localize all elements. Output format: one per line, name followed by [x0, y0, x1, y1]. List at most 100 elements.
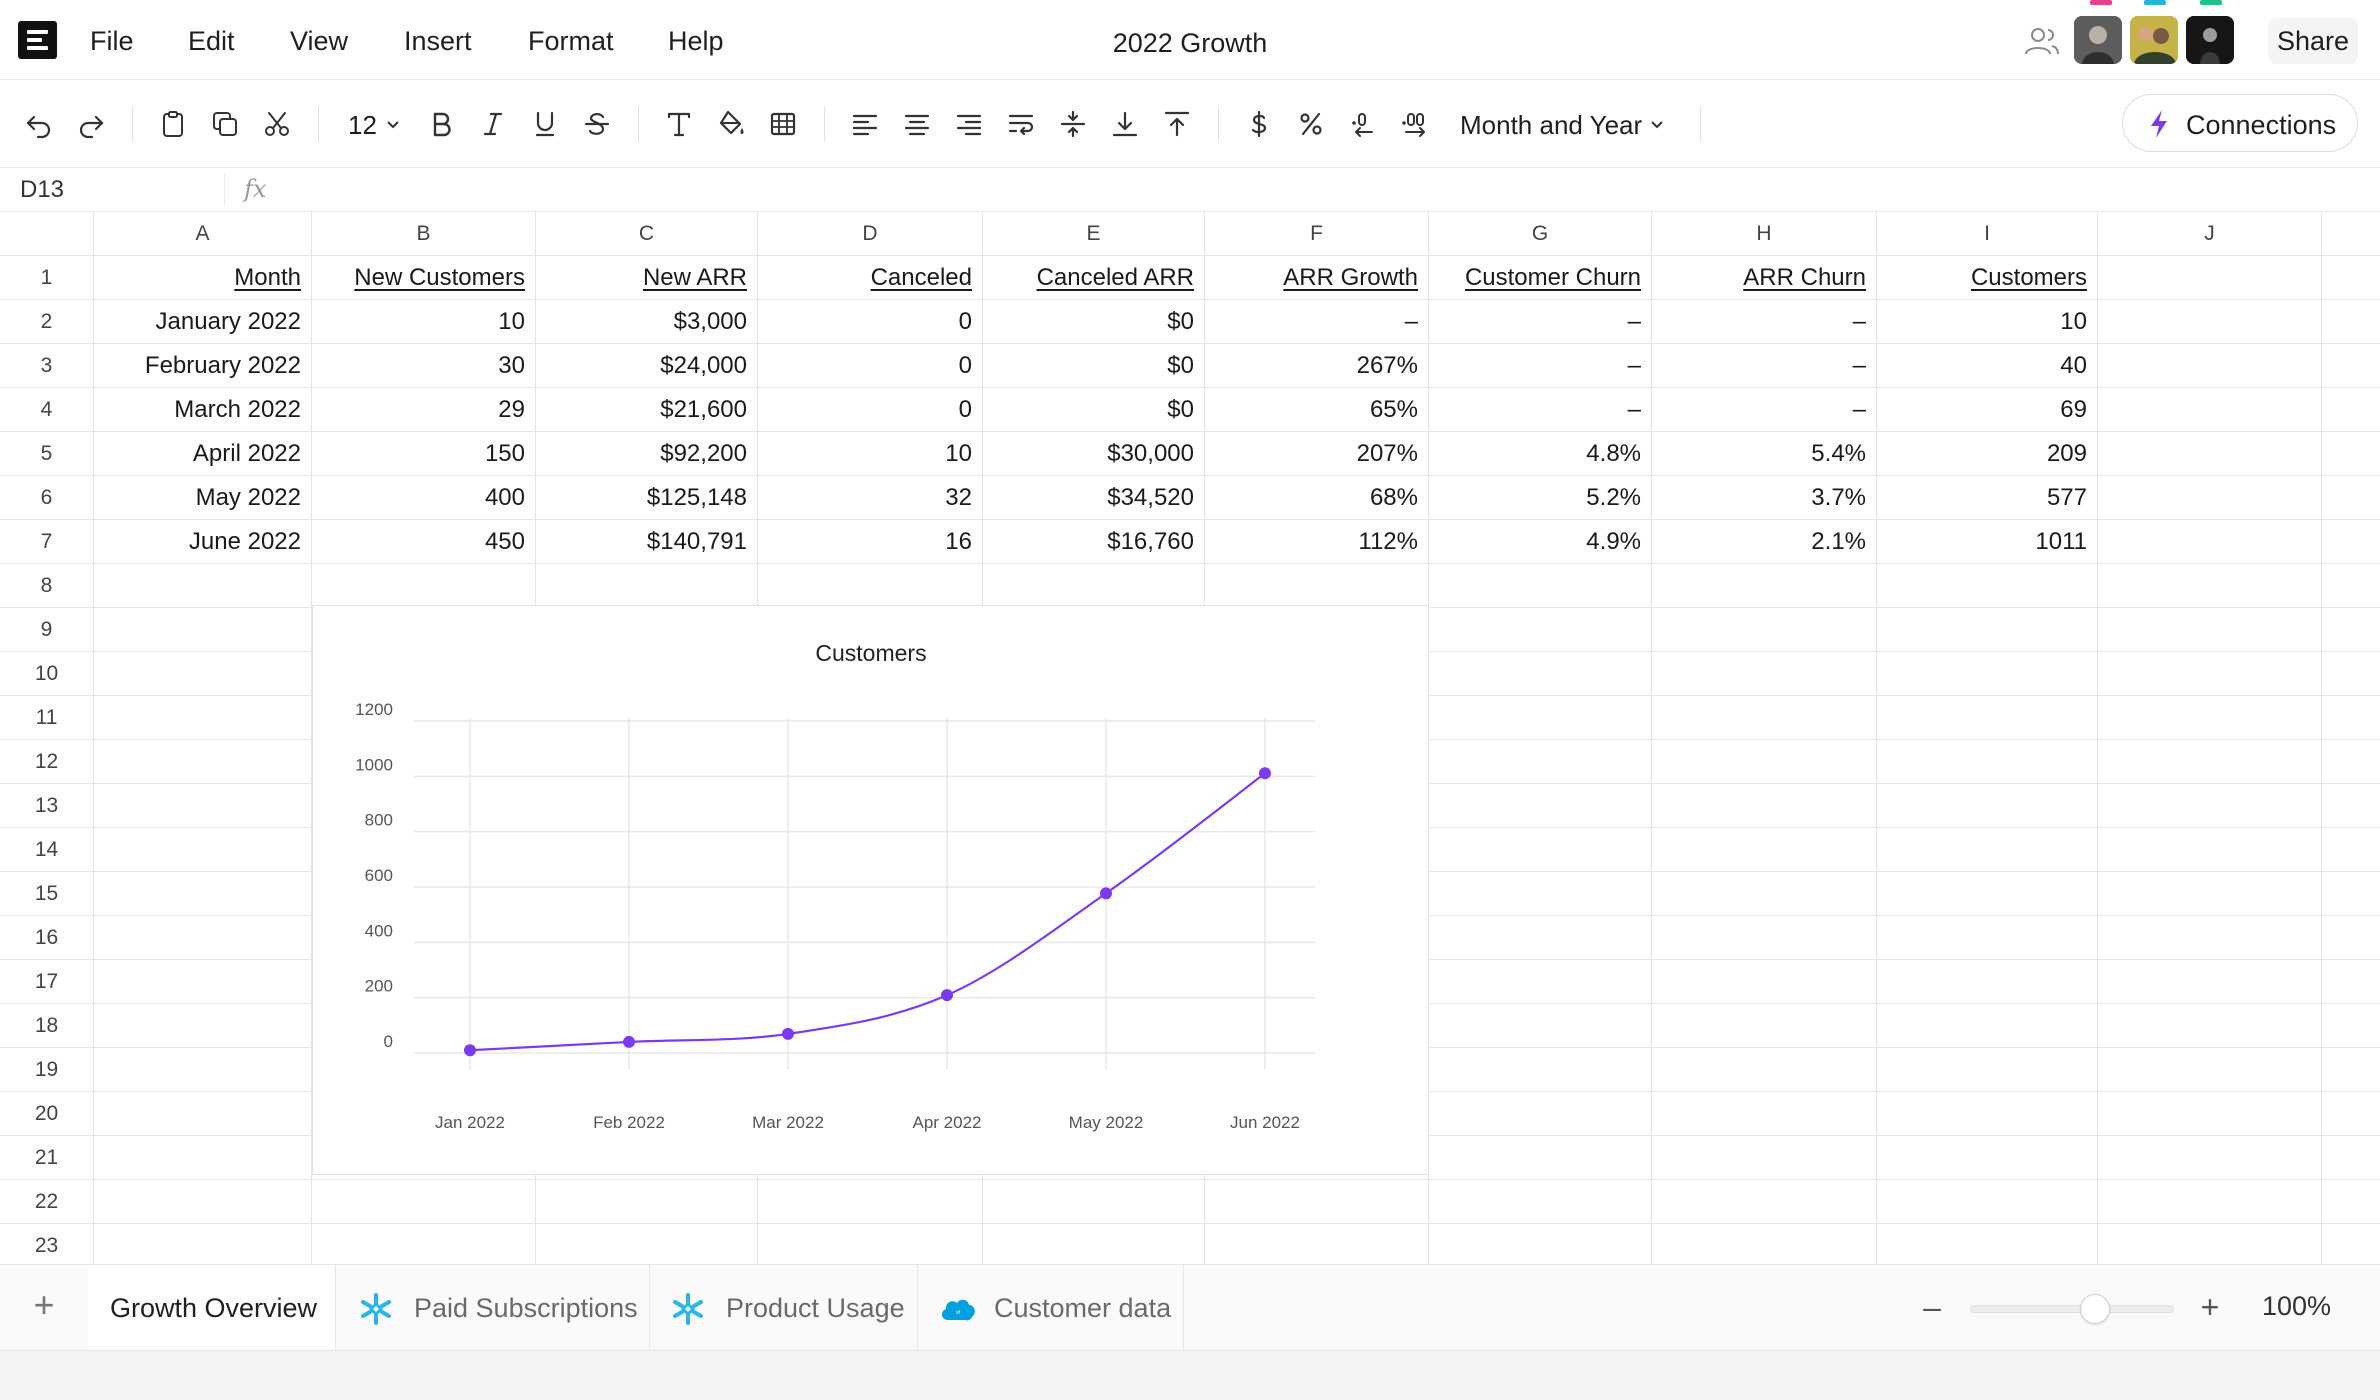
cell[interactable]: 0: [758, 344, 983, 388]
avatar[interactable]: [2074, 16, 2122, 64]
cell[interactable]: [1652, 784, 1877, 828]
column-header[interactable]: H: [1652, 212, 1877, 256]
column-header[interactable]: C: [536, 212, 758, 256]
cell[interactable]: [2098, 828, 2322, 872]
wrap-text-icon[interactable]: [1002, 105, 1040, 143]
cell[interactable]: [536, 564, 758, 608]
cell[interactable]: [2322, 1092, 2380, 1136]
cell[interactable]: –: [1205, 300, 1429, 344]
cell[interactable]: [983, 564, 1205, 608]
cell[interactable]: 5.4%: [1652, 432, 1877, 476]
row-header[interactable]: 17: [0, 960, 94, 1004]
cell[interactable]: $0: [983, 344, 1205, 388]
cell[interactable]: [312, 564, 536, 608]
connections-button[interactable]: Connections: [2122, 94, 2358, 152]
cell[interactable]: [1652, 828, 1877, 872]
cell[interactable]: [2322, 520, 2380, 564]
cell[interactable]: [1429, 960, 1652, 1004]
decrease-decimal-icon[interactable]: [1344, 105, 1382, 143]
cell[interactable]: [2098, 520, 2322, 564]
row-header[interactable]: 5: [0, 432, 94, 476]
cell[interactable]: [1877, 696, 2098, 740]
select-all-corner[interactable]: [0, 212, 94, 256]
cell[interactable]: [2098, 476, 2322, 520]
cell[interactable]: 400: [312, 476, 536, 520]
align-right-icon[interactable]: [950, 105, 988, 143]
cell[interactable]: [2098, 1048, 2322, 1092]
formula-input[interactable]: [290, 172, 2360, 208]
document-title[interactable]: 2022 Growth: [1112, 28, 1268, 58]
tab-product-usage[interactable]: Product Usage: [650, 1265, 918, 1351]
cell[interactable]: $125,148: [536, 476, 758, 520]
cell-reference[interactable]: D13: [20, 176, 65, 203]
cell[interactable]: 1011: [1877, 520, 2098, 564]
row-header[interactable]: 19: [0, 1048, 94, 1092]
redo-icon[interactable]: [72, 105, 110, 143]
cell[interactable]: [94, 916, 312, 960]
cell[interactable]: [1429, 1136, 1652, 1180]
column-title-cell[interactable]: Canceled: [758, 256, 983, 300]
cell[interactable]: [1205, 1180, 1429, 1224]
bold-icon[interactable]: [422, 105, 460, 143]
column-title-cell[interactable]: Customer Churn: [1429, 256, 1652, 300]
cell[interactable]: [2322, 344, 2380, 388]
cell[interactable]: [2098, 608, 2322, 652]
cell[interactable]: 68%: [1205, 476, 1429, 520]
row-header[interactable]: 1: [0, 256, 94, 300]
cell[interactable]: [2322, 1048, 2380, 1092]
cell[interactable]: [2322, 432, 2380, 476]
cell[interactable]: [1877, 784, 2098, 828]
cell[interactable]: January 2022: [94, 300, 312, 344]
underline-icon[interactable]: [526, 105, 564, 143]
cell[interactable]: [312, 1180, 536, 1224]
cell[interactable]: [1429, 784, 1652, 828]
cell[interactable]: [1429, 608, 1652, 652]
chevron-down-icon[interactable]: [1650, 120, 1664, 130]
column-header[interactable]: A: [94, 212, 312, 256]
column-header[interactable]: I: [1877, 212, 2098, 256]
menu-edit[interactable]: Edit: [188, 26, 235, 56]
cell[interactable]: [1877, 1224, 2098, 1264]
cell[interactable]: [758, 1180, 983, 1224]
cell[interactable]: [1652, 1048, 1877, 1092]
cell[interactable]: –: [1652, 388, 1877, 432]
cell[interactable]: 0: [758, 388, 983, 432]
tab-paid-subscriptions[interactable]: Paid Subscriptions: [336, 1265, 650, 1351]
cell[interactable]: 69: [1877, 388, 2098, 432]
cell[interactable]: 450: [312, 520, 536, 564]
cell[interactable]: [2322, 476, 2380, 520]
cell[interactable]: [2322, 256, 2380, 300]
cell[interactable]: 10: [1877, 300, 2098, 344]
app-logo-icon[interactable]: [18, 21, 57, 59]
cell[interactable]: $24,000: [536, 344, 758, 388]
menu-format[interactable]: Format: [528, 26, 614, 56]
cell[interactable]: [94, 564, 312, 608]
cell[interactable]: 5.2%: [1429, 476, 1652, 520]
cell[interactable]: [2098, 960, 2322, 1004]
cell[interactable]: 2.1%: [1652, 520, 1877, 564]
cell[interactable]: [1205, 1224, 1429, 1264]
cell[interactable]: [2322, 960, 2380, 1004]
column-title-cell[interactable]: Customers: [1877, 256, 2098, 300]
row-header[interactable]: 8: [0, 564, 94, 608]
cell[interactable]: [2098, 872, 2322, 916]
cell[interactable]: –: [1429, 388, 1652, 432]
people-icon[interactable]: [2024, 26, 2060, 56]
column-header[interactable]: J: [2098, 212, 2322, 256]
font-size-select[interactable]: 12: [348, 110, 377, 140]
fill-color-icon[interactable]: [712, 105, 750, 143]
cell[interactable]: [2098, 564, 2322, 608]
cell[interactable]: [1877, 608, 2098, 652]
cell[interactable]: February 2022: [94, 344, 312, 388]
text-format-icon[interactable]: [660, 105, 698, 143]
cell[interactable]: [2322, 1136, 2380, 1180]
cell[interactable]: [2322, 784, 2380, 828]
cell[interactable]: June 2022: [94, 520, 312, 564]
cell[interactable]: [94, 652, 312, 696]
cell[interactable]: [1877, 1136, 2098, 1180]
cell[interactable]: [2322, 916, 2380, 960]
cell[interactable]: [312, 1224, 536, 1264]
cell[interactable]: [2322, 652, 2380, 696]
row-header[interactable]: 2: [0, 300, 94, 344]
copy-icon[interactable]: [206, 105, 244, 143]
